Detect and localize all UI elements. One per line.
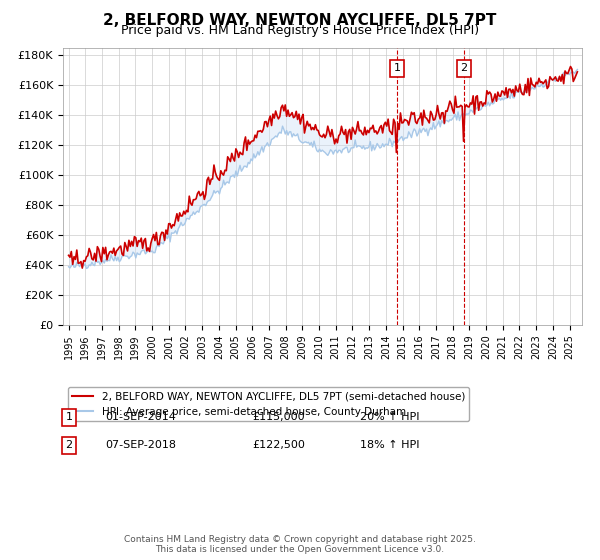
Text: 2: 2 xyxy=(65,440,73,450)
Text: 01-SEP-2014: 01-SEP-2014 xyxy=(105,412,176,422)
Text: 20% ↑ HPI: 20% ↑ HPI xyxy=(360,412,419,422)
Text: Contains HM Land Registry data © Crown copyright and database right 2025.
This d: Contains HM Land Registry data © Crown c… xyxy=(124,535,476,554)
Text: 2, BELFORD WAY, NEWTON AYCLIFFE, DL5 7PT: 2, BELFORD WAY, NEWTON AYCLIFFE, DL5 7PT xyxy=(103,13,497,28)
Text: 18% ↑ HPI: 18% ↑ HPI xyxy=(360,440,419,450)
Legend: 2, BELFORD WAY, NEWTON AYCLIFFE, DL5 7PT (semi-detached house), HPI: Average pri: 2, BELFORD WAY, NEWTON AYCLIFFE, DL5 7PT… xyxy=(68,387,469,421)
Text: Price paid vs. HM Land Registry's House Price Index (HPI): Price paid vs. HM Land Registry's House … xyxy=(121,24,479,37)
Text: 07-SEP-2018: 07-SEP-2018 xyxy=(105,440,176,450)
Text: 1: 1 xyxy=(65,412,73,422)
Text: £122,500: £122,500 xyxy=(252,440,305,450)
Text: 2: 2 xyxy=(460,63,467,73)
Text: £115,000: £115,000 xyxy=(252,412,305,422)
Text: 1: 1 xyxy=(394,63,400,73)
